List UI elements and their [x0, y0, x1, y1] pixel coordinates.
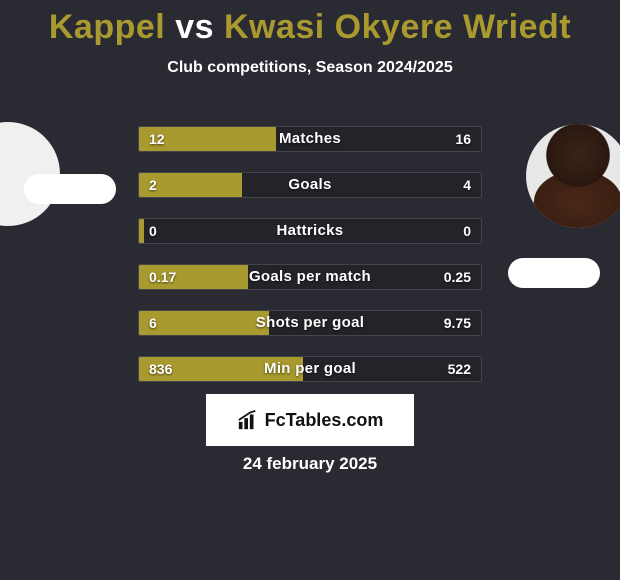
player2-avatar: [526, 124, 620, 228]
date-text: 24 february 2025: [0, 454, 620, 474]
bar-label: Matches: [139, 127, 481, 151]
chart-icon: [237, 409, 259, 431]
page-title: Kappel vs Kwasi Okyere Wriedt: [0, 0, 620, 47]
branding-box: FcTables.com: [206, 394, 414, 446]
bar-row: 836Min per goal522: [138, 356, 482, 382]
bar-value-right: 16: [455, 127, 471, 151]
bar-label: Goals per match: [139, 265, 481, 289]
comparison-bars: 12Matches16 2Goals4 0Hattricks0 0.17Goals p…: [138, 126, 482, 402]
bar-label: Min per goal: [139, 357, 481, 381]
title-player1: Kappel: [49, 8, 165, 46]
bar-value-right: 0.25: [444, 265, 471, 289]
title-vs: vs: [175, 8, 214, 46]
player2-pill: [508, 258, 600, 288]
bar-label: Hattricks: [139, 219, 481, 243]
player1-pill: [24, 174, 116, 204]
bar-label: Shots per goal: [139, 311, 481, 335]
bar-label: Goals: [139, 173, 481, 197]
bar-row: 12Matches16: [138, 126, 482, 152]
bar-row: 6Shots per goal9.75: [138, 310, 482, 336]
bar-value-right: 0: [463, 219, 471, 243]
title-player2: Kwasi Okyere Wriedt: [224, 8, 571, 46]
branding-text: FcTables.com: [265, 410, 384, 431]
bar-value-right: 4: [463, 173, 471, 197]
bar-value-right: 9.75: [444, 311, 471, 335]
bar-row: 2Goals4: [138, 172, 482, 198]
bar-row: 0.17Goals per match0.25: [138, 264, 482, 290]
subtitle: Club competitions, Season 2024/2025: [0, 59, 620, 77]
bar-row: 0Hattricks0: [138, 218, 482, 244]
bar-value-right: 522: [448, 357, 471, 381]
